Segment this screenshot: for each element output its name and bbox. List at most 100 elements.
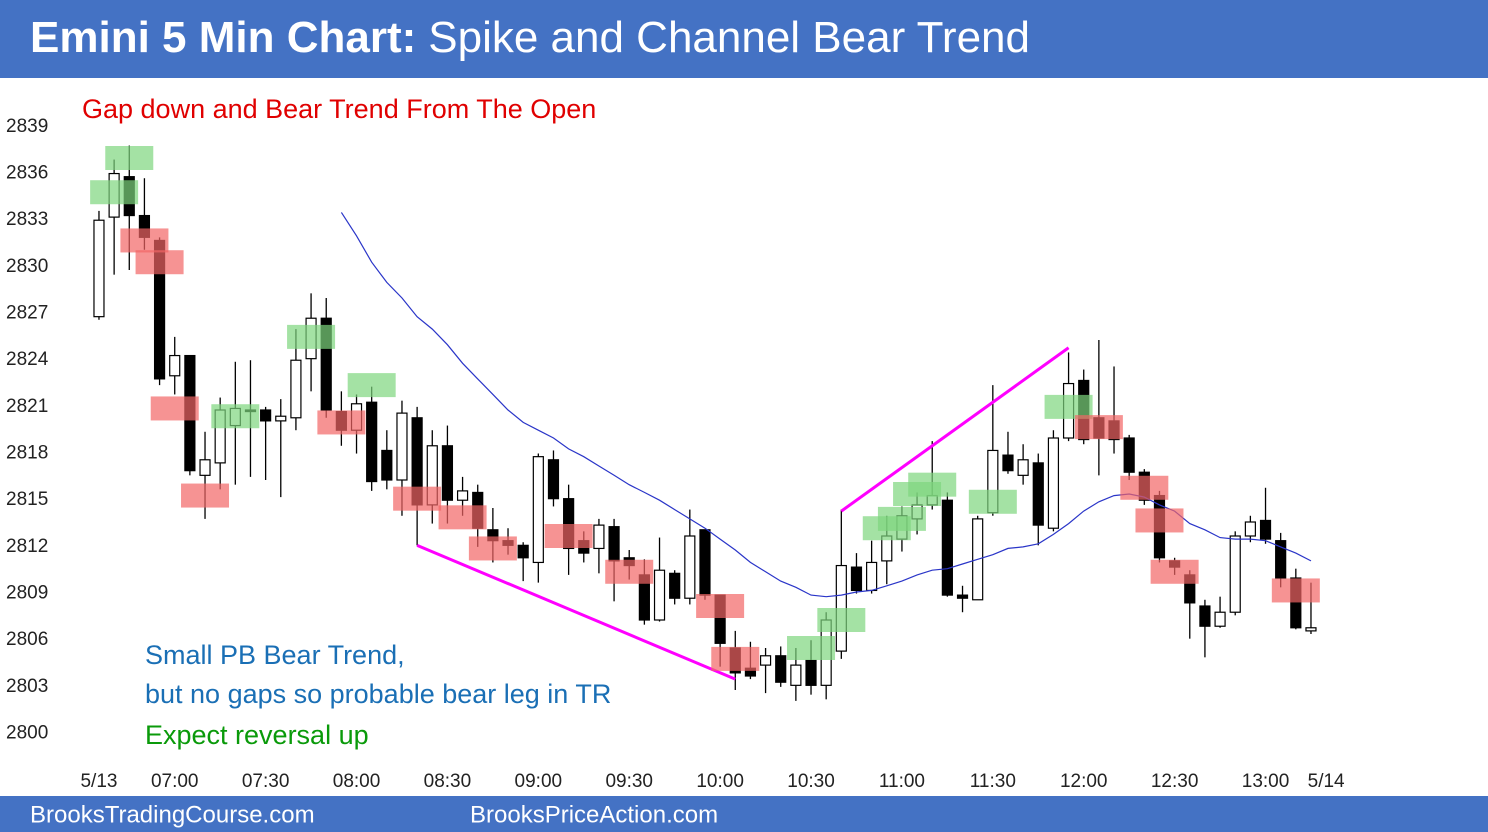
y-tick-label: 2803 [6,676,48,697]
x-tick-label: 08:00 [333,771,381,792]
candle-body [1002,454,1014,472]
candle-body [699,529,711,596]
signal-box [1150,559,1199,584]
signal-box [135,250,184,275]
signal-box [150,396,199,421]
signal-box [1074,415,1123,440]
candle-body [653,569,666,621]
candle-body [275,415,287,422]
candle-body [441,445,454,501]
signal-box [438,505,487,530]
chart-subtitle: Spike and Channel Bear Trend [428,13,1030,62]
signal-box [877,506,926,531]
x-tick-label: 12:00 [1060,771,1108,792]
candle-body [1229,535,1241,613]
y-tick-label: 2821 [6,396,48,417]
candle-body [1259,519,1272,540]
signal-box [1044,394,1093,419]
y-tick-label: 2812 [6,536,48,557]
x-tick-label: 08:30 [424,771,472,792]
candle-body [366,401,378,483]
signal-box [347,373,396,398]
x-tick-label: 09:00 [515,771,563,792]
candle-body [532,456,544,564]
x-tick-label: 10:00 [696,771,744,792]
chart-title: Emini 5 Min Chart: [30,13,416,62]
signal-box [605,559,654,584]
candle-body [260,409,272,422]
y-tick-label: 2839 [6,116,48,137]
candle-body [563,498,575,550]
footer-bar [0,796,1488,832]
candle-body [1123,437,1135,473]
signal-box [317,410,366,435]
candle-body [759,655,772,666]
y-tick-label: 2800 [6,723,48,744]
candle-body [381,449,393,481]
signal-box [211,404,260,429]
candle-body [1275,540,1287,579]
plot: 2800 2803 2806 2809 2812 2815 2818 2821 2824 2827… [6,116,1345,792]
x-tick-label: 07:00 [151,771,199,792]
trend-line [416,543,736,681]
annotation: but no gaps so probable bear leg in TR [145,679,611,709]
y-tick-label: 2827 [6,303,48,324]
candle-body [1305,627,1317,632]
candle-body [669,572,681,599]
y-tick-label: 2836 [6,163,48,184]
x-tick-label: 5/14 [1308,771,1345,792]
header-bar [0,0,1488,78]
candle-body [93,219,105,318]
signal-box [1271,578,1320,603]
footer-text: BrooksTradingCourse.com [30,801,315,828]
signal-box [544,524,593,548]
signal-box [181,483,230,508]
signal-box [90,180,139,205]
trend-line [840,346,1070,513]
chart-title-line: Emini 5 Min Chart: Spike and Channel Bear… [30,13,1030,62]
y-tick-label: 2830 [6,256,48,277]
signal-box [468,536,517,561]
x-tick-label: 09:30 [605,771,653,792]
signal-box [696,594,745,618]
candle-body [199,459,211,476]
signal-box [393,486,442,511]
signal-box [908,472,957,497]
candle-body [608,526,620,562]
signal-box [120,228,169,253]
candle-body [1214,611,1226,627]
candle-body [1032,462,1044,526]
candle-body [547,459,560,500]
annotation: Expect reversal up [145,720,369,750]
candle-body [169,354,181,377]
candle-body [456,490,469,501]
candle-body [1199,605,1211,627]
x-tick-label: 10:30 [787,771,835,792]
x-tick-label: 5/13 [80,771,117,792]
signal-box [817,608,866,632]
signal-box [968,489,1017,514]
candle-body [320,317,332,411]
x-tick-label: 13:00 [1242,771,1290,792]
signal-box [287,324,336,349]
candle-body [593,524,605,550]
candle-body [1290,577,1302,629]
candle-body [850,566,863,592]
annotation: Small PB Bear Trend, [145,640,405,670]
candle-body [790,664,802,686]
candle-body [684,535,696,599]
candle-body [805,659,817,686]
y-tick-label: 2818 [6,443,48,464]
candle-body [290,359,302,419]
candle-body [1017,459,1029,476]
footer-text: BrooksPriceAction.com [470,801,718,828]
candle-body [775,655,787,683]
y-tick-label: 2806 [6,629,48,650]
y-tick-label: 2809 [6,583,48,604]
y-tick-label: 2824 [6,349,49,370]
signal-box [711,646,760,671]
x-tick-label: 07:30 [242,771,290,792]
candle-body [396,412,408,481]
